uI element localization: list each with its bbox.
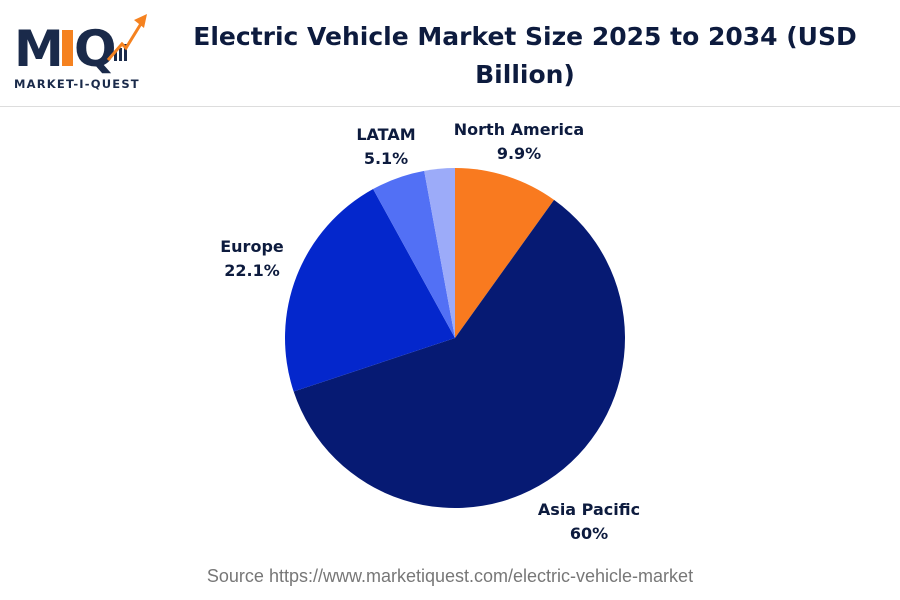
pie-slice-other xyxy=(424,168,455,338)
pie-slice-latam xyxy=(373,170,455,338)
slice-label: Europe xyxy=(220,237,284,256)
divider xyxy=(0,106,900,107)
slice-value-label: 5.1% xyxy=(364,149,408,168)
slice-label: LATAM xyxy=(356,125,415,144)
pie-slice-north-america xyxy=(455,168,555,338)
pie-slice-asia-pacific xyxy=(293,199,626,509)
logo-mark-icon: M Q xyxy=(14,14,147,78)
slice-value-label: 22.1% xyxy=(224,261,280,280)
svg-text:Q: Q xyxy=(74,20,117,78)
slice-label: North America xyxy=(454,120,584,139)
svg-text:M: M xyxy=(14,20,64,78)
chart-title: Electric Vehicle Market Size 2025 to 203… xyxy=(193,22,857,89)
logo: M Q xyxy=(14,10,164,95)
slice-label: Asia Pacific xyxy=(538,500,640,519)
logo-text: MARKET-I-QUEST xyxy=(14,77,140,91)
slice-value-label: 60% xyxy=(570,524,608,543)
slice-value-label: 9.9% xyxy=(497,144,541,163)
source-text: Source https://www.marketiquest.com/elec… xyxy=(206,566,694,586)
pie-slice-europe xyxy=(285,189,455,392)
